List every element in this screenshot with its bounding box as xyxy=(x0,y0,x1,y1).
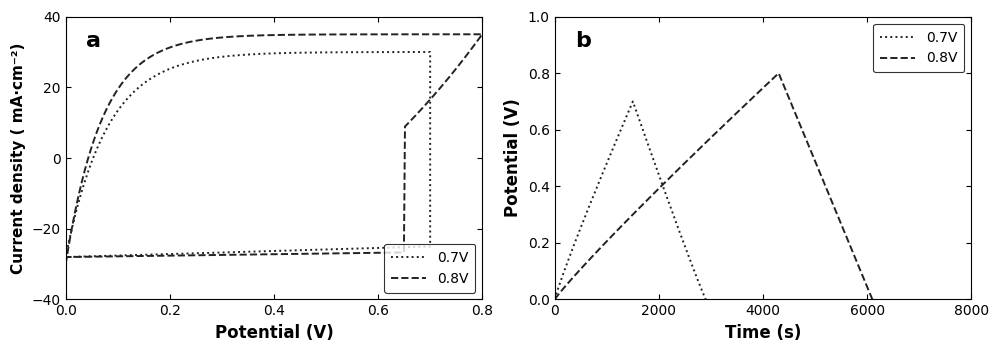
0.8V xyxy=(757,86,769,90)
0.7V xyxy=(60,255,72,259)
Text: a: a xyxy=(86,31,101,51)
0.8V xyxy=(766,77,778,81)
Line: 0.7V: 0.7V xyxy=(555,101,706,299)
X-axis label: Time (s): Time (s) xyxy=(725,324,801,342)
Line: 0.7V: 0.7V xyxy=(66,52,430,257)
Legend: 0.7V, 0.8V: 0.7V, 0.8V xyxy=(384,244,475,293)
0.8V xyxy=(361,251,373,255)
0.7V xyxy=(424,50,436,54)
0.8V xyxy=(832,214,844,219)
0.8V xyxy=(386,251,398,255)
0.8V xyxy=(111,89,123,93)
0.7V xyxy=(604,154,616,158)
0.7V xyxy=(559,266,571,270)
0.7V xyxy=(189,59,201,63)
0.7V xyxy=(549,297,561,301)
0.8V xyxy=(260,252,272,256)
0.8V xyxy=(773,71,785,75)
0.8V xyxy=(571,271,583,275)
0.7V xyxy=(700,297,712,301)
0.7V xyxy=(651,166,663,170)
0.7V xyxy=(239,250,251,254)
0.7V xyxy=(614,130,626,134)
0.8V xyxy=(408,115,420,119)
Line: 0.8V: 0.8V xyxy=(555,73,872,299)
0.7V xyxy=(390,50,402,54)
0.8V xyxy=(174,253,186,258)
Y-axis label: Current density ( mA·cm⁻²): Current density ( mA·cm⁻²) xyxy=(11,42,26,274)
0.7V xyxy=(247,52,259,56)
0.7V xyxy=(301,248,313,252)
Y-axis label: Potential (V): Potential (V) xyxy=(504,99,522,217)
0.8V xyxy=(806,152,818,156)
X-axis label: Potential (V): Potential (V) xyxy=(215,324,333,342)
Legend: 0.7V, 0.8V: 0.7V, 0.8V xyxy=(873,24,964,72)
0.8V xyxy=(866,297,878,301)
0.7V xyxy=(681,249,693,253)
0.7V xyxy=(358,246,370,251)
0.7V xyxy=(60,255,72,259)
0.7V xyxy=(681,250,693,254)
0.8V xyxy=(476,32,488,36)
0.8V xyxy=(776,79,788,83)
Text: b: b xyxy=(576,31,591,51)
Line: 0.8V: 0.8V xyxy=(66,34,482,264)
0.8V xyxy=(549,297,561,301)
0.8V xyxy=(60,262,72,266)
0.8V xyxy=(60,255,72,259)
0.7V xyxy=(627,99,639,103)
